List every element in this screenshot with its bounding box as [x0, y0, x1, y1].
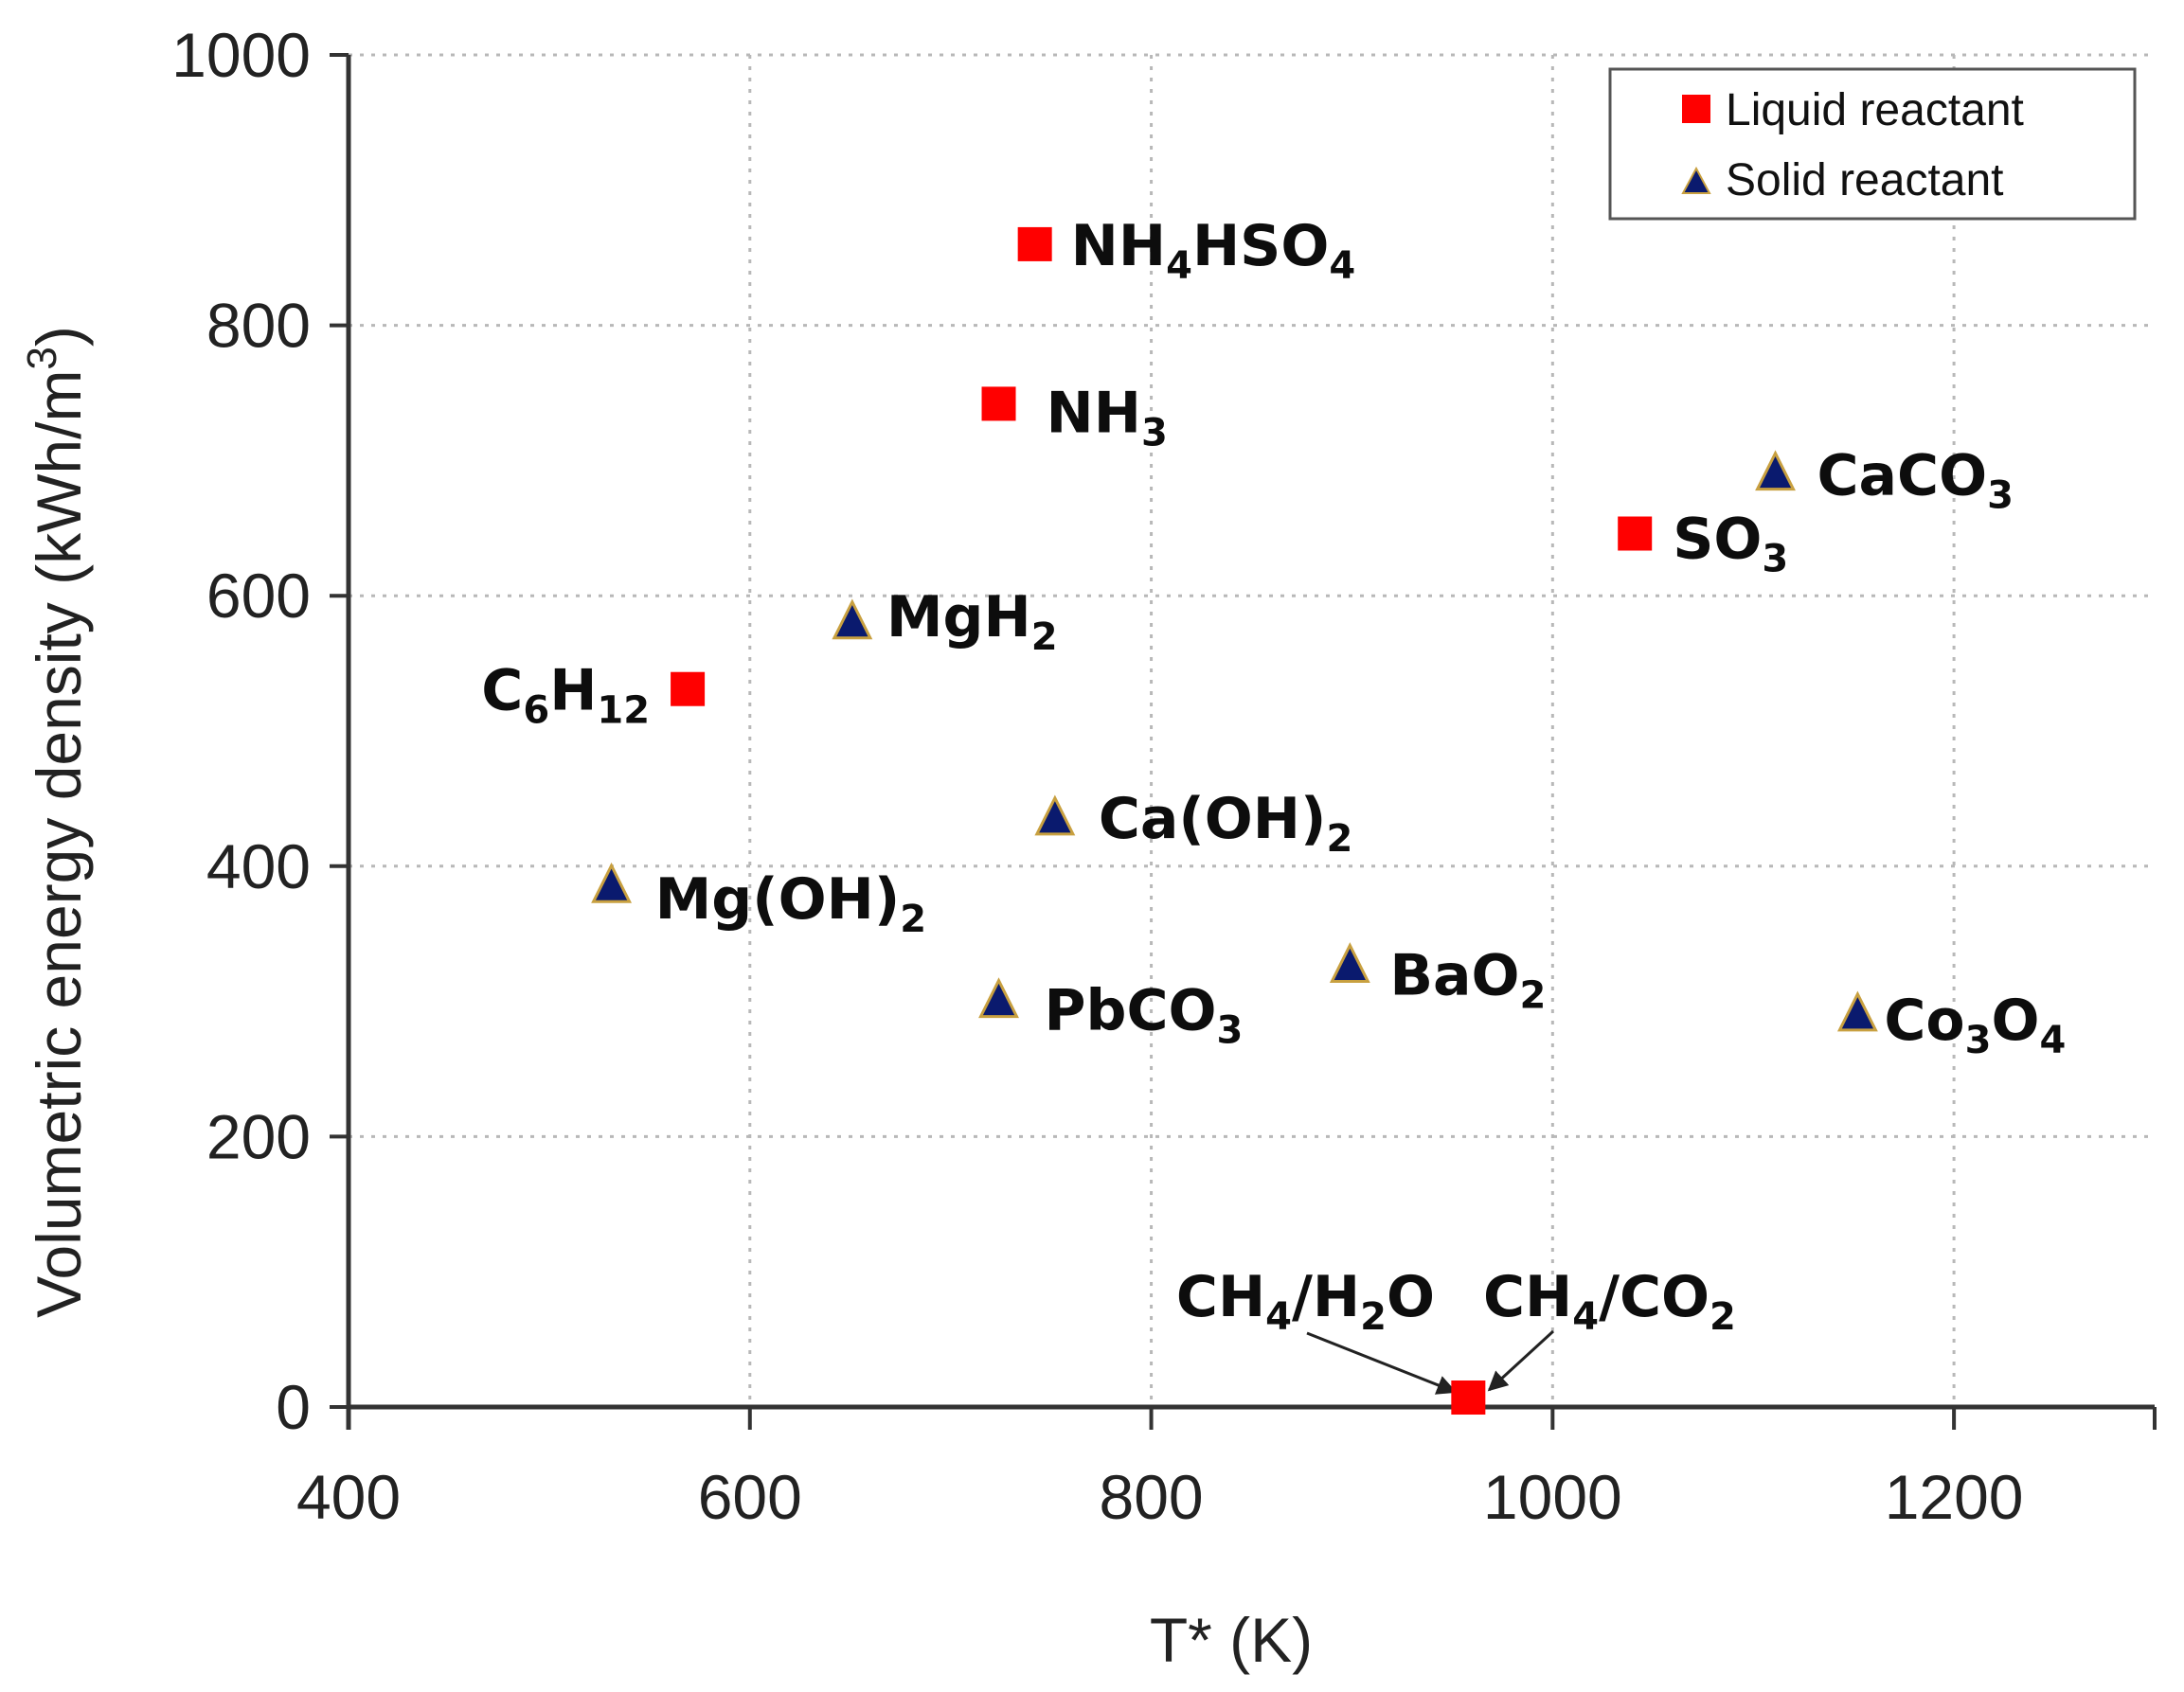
label-subscript: 4 [1329, 244, 1355, 288]
label-subscript: 3 [1141, 411, 1168, 454]
label-subscript: 4 [2040, 1019, 2067, 1062]
point-label: PbCO3 [1045, 978, 1244, 1053]
label-text: HSO [1192, 213, 1329, 279]
y-axis-title-end: ) [24, 326, 94, 347]
legend-label-solid: Solid reactant [1726, 155, 2004, 205]
label-subscript: 4 [1166, 244, 1192, 288]
solid-reactant-point [1836, 990, 1878, 1032]
legend: Liquid reactant Solid reactant [1608, 67, 2137, 221]
label-text: CH [1176, 1264, 1265, 1330]
label-text: H [549, 658, 597, 724]
point-label: Ca(OH)2 [1099, 786, 1352, 861]
point-label: NH4HSO4 [1071, 213, 1356, 288]
y-tick-label: 400 [206, 831, 311, 901]
annotation-label-ch4-h2o: CH4/H2O [1176, 1264, 1435, 1339]
legend-swatch-liquid [1682, 95, 1710, 123]
y-axis-title: Volumetric energy density (kWh/m3) [19, 326, 94, 1318]
legend-swatch-solid [1681, 166, 1711, 194]
label-subscript: 2 [1360, 1295, 1387, 1339]
annotation-label-ch4-co2: CH4/CO2 [1483, 1264, 1736, 1339]
label-text: O [1387, 1264, 1435, 1330]
label-subscript: 3 [1216, 1009, 1243, 1053]
label-subscript: 6 [523, 689, 549, 733]
legend-label-liquid: Liquid reactant [1726, 85, 2024, 135]
label-text: MgH [886, 584, 1031, 650]
point-label: C6H12 [481, 658, 650, 733]
y-tick-label: 800 [206, 291, 311, 361]
x-axis-title: T* (K) [1150, 1605, 1313, 1675]
point-label: Mg(OH)2 [655, 866, 927, 941]
label-text: SO [1673, 507, 1762, 573]
annotation-arrow-ch4-h2o [1306, 1331, 1458, 1395]
annotations: CH4/H2O CH4/CO2 [1176, 1264, 1736, 1339]
label-subscript: 12 [597, 689, 650, 733]
label-text: PbCO [1045, 978, 1217, 1044]
y-tick-label: 200 [206, 1101, 311, 1171]
y-tick-label: 1000 [171, 20, 311, 90]
solid-reactant-point [1755, 450, 1796, 491]
point-label: SO3 [1673, 507, 1788, 581]
point-labels: NH4HSO4NH3C6H12SO3MgH2Ca(OH)2Mg(OH)2PbCO… [481, 213, 2066, 1062]
label-subscript: 3 [1762, 538, 1788, 581]
tick-labels: 400 600 800 1000 1200 0 200 400 600 800 1000 [171, 20, 2023, 1532]
liquid-reactant-point [1451, 1380, 1486, 1416]
x-tick-label: 1000 [1483, 1462, 1622, 1532]
data-points [591, 226, 1878, 1416]
liquid-reactant-point [981, 386, 1016, 421]
x-tick-label: 800 [1099, 1462, 1203, 1532]
label-text: C [481, 658, 523, 724]
annotation-arrow-ch4-co2 [1487, 1329, 1555, 1392]
label-subscript: 2 [1031, 615, 1058, 659]
liquid-reactant-point [671, 671, 706, 706]
y-tick-label: 0 [276, 1372, 311, 1442]
solid-reactant-point [1329, 942, 1370, 983]
label-subscript: 4 [1572, 1295, 1599, 1339]
x-tick-label: 600 [698, 1462, 802, 1532]
point-label: Co3O4 [1884, 988, 2066, 1062]
label-text: Mg(OH) [655, 866, 901, 933]
label-text: NH [1071, 213, 1166, 279]
point-label: NH3 [1047, 380, 1168, 454]
point-label: CaCO3 [1817, 443, 2014, 518]
liquid-reactant-point [1017, 226, 1052, 261]
y-axis-title-sup: 3 [19, 347, 65, 369]
label-text: BaO [1389, 942, 1519, 1008]
label-text: CH [1483, 1264, 1572, 1330]
label-text: /H [1292, 1264, 1360, 1330]
label-subscript: 3 [1987, 474, 2014, 518]
label-subscript: 2 [1520, 973, 1547, 1017]
solid-reactant-point [978, 977, 1019, 1019]
y-tick-label: 600 [206, 561, 311, 631]
label-text: NH [1047, 380, 1141, 446]
y-axis-title-main: Volumetric energy density (kWh/m [24, 370, 94, 1318]
label-subscript: 3 [1965, 1019, 1992, 1062]
label-text: Ca(OH) [1099, 786, 1327, 852]
label-text: CaCO [1817, 443, 1988, 509]
label-text: /CO [1599, 1264, 1710, 1330]
label-subscript: 4 [1265, 1295, 1292, 1339]
label-subscript: 2 [1710, 1295, 1736, 1339]
axes [330, 53, 2157, 1430]
x-tick-label: 1200 [1885, 1462, 2024, 1532]
grid [349, 53, 2155, 1407]
point-label: BaO2 [1389, 942, 1546, 1017]
label-text: O [1992, 988, 2040, 1054]
liquid-reactant-point [1618, 516, 1653, 551]
annotation-arrows [1306, 1329, 1555, 1395]
label-subscript: 2 [1326, 817, 1352, 861]
point-label: MgH2 [886, 584, 1058, 659]
solid-reactant-point [832, 598, 873, 640]
label-subscript: 2 [900, 898, 926, 941]
label-text: Co [1884, 988, 1964, 1054]
solid-reactant-point [1034, 794, 1076, 836]
x-tick-label: 400 [296, 1462, 401, 1532]
solid-reactant-point [591, 862, 633, 903]
